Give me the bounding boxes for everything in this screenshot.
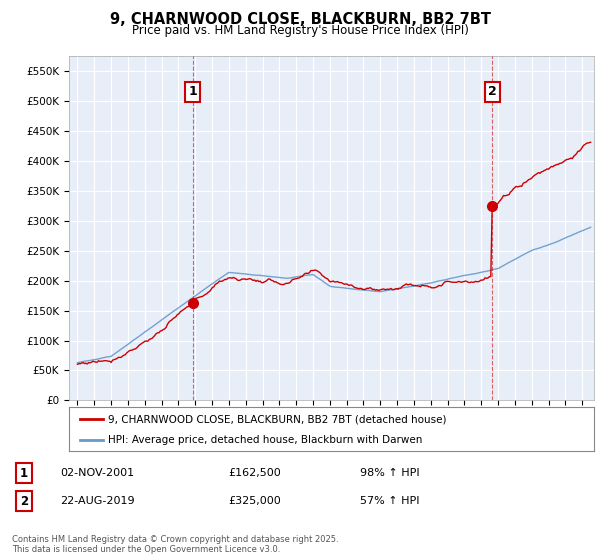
Text: 1: 1 (188, 86, 197, 99)
Text: 22-AUG-2019: 22-AUG-2019 (60, 496, 134, 506)
Text: Price paid vs. HM Land Registry's House Price Index (HPI): Price paid vs. HM Land Registry's House … (131, 24, 469, 36)
Text: 98% ↑ HPI: 98% ↑ HPI (360, 468, 419, 478)
Text: £162,500: £162,500 (228, 468, 281, 478)
Text: 2: 2 (20, 494, 28, 508)
Text: Contains HM Land Registry data © Crown copyright and database right 2025.
This d: Contains HM Land Registry data © Crown c… (12, 535, 338, 554)
Text: £325,000: £325,000 (228, 496, 281, 506)
Text: 9, CHARNWOOD CLOSE, BLACKBURN, BB2 7BT: 9, CHARNWOOD CLOSE, BLACKBURN, BB2 7BT (110, 12, 491, 27)
Text: 1: 1 (20, 466, 28, 480)
Text: HPI: Average price, detached house, Blackburn with Darwen: HPI: Average price, detached house, Blac… (109, 435, 423, 445)
Text: 9, CHARNWOOD CLOSE, BLACKBURN, BB2 7BT (detached house): 9, CHARNWOOD CLOSE, BLACKBURN, BB2 7BT (… (109, 414, 447, 424)
Text: 2: 2 (488, 86, 496, 99)
Text: 57% ↑ HPI: 57% ↑ HPI (360, 496, 419, 506)
Text: 02-NOV-2001: 02-NOV-2001 (60, 468, 134, 478)
